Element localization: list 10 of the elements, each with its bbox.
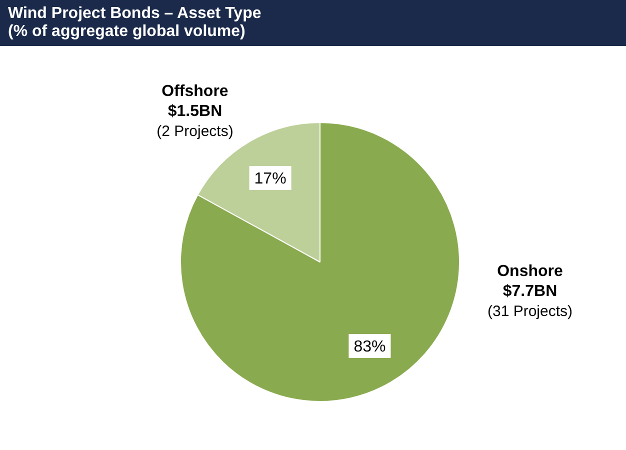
chart-subtitle: (% of aggregate global volume): [8, 23, 246, 41]
text: $1.5BN: [166, 102, 224, 122]
data-label: 17%: [254, 170, 286, 188]
chart-title: Wind Project Bonds – Asset Type: [8, 5, 262, 23]
text: $7.7BN: [502, 282, 558, 302]
slice-label: Onshore: [496, 262, 564, 282]
slice-label: Offshore: [160, 82, 230, 102]
text: (2 Projects): [156, 122, 234, 142]
data-label: 83%: [354, 338, 386, 356]
text: (31 Projects): [486, 302, 574, 322]
